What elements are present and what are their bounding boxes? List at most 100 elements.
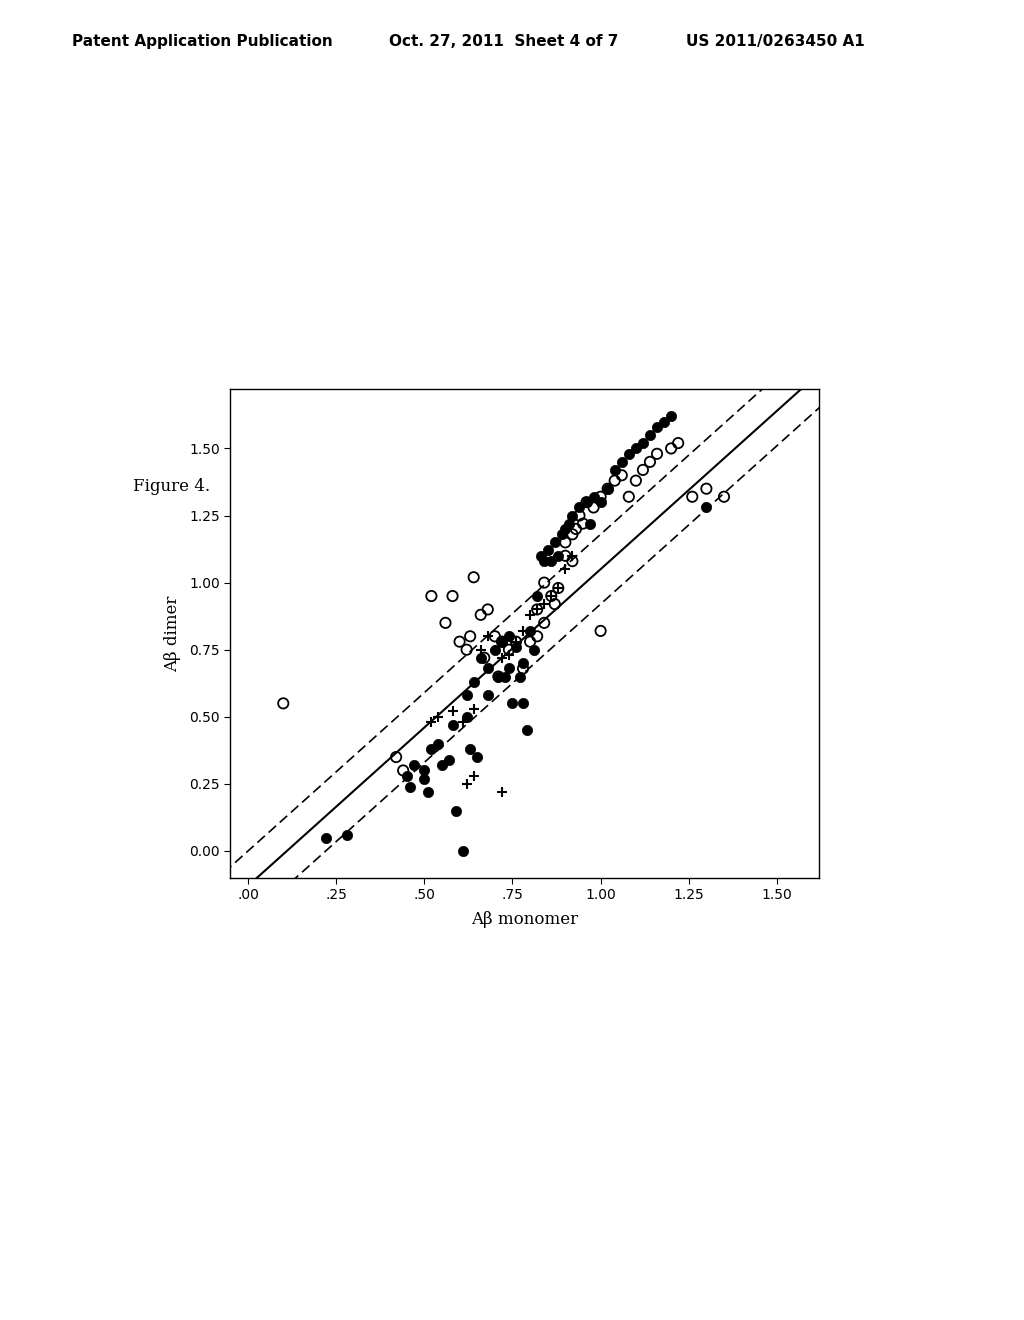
Point bbox=[606, 470, 623, 491]
Point bbox=[529, 599, 546, 620]
Point bbox=[444, 714, 461, 735]
Point bbox=[536, 550, 552, 572]
Point bbox=[649, 416, 666, 437]
Point bbox=[550, 545, 566, 566]
Point bbox=[536, 612, 552, 634]
Point bbox=[437, 612, 454, 634]
Point bbox=[543, 586, 559, 607]
Point bbox=[466, 698, 482, 719]
Point bbox=[635, 433, 651, 454]
Point bbox=[469, 747, 485, 768]
Point bbox=[564, 550, 581, 572]
Point bbox=[498, 667, 514, 688]
Point bbox=[494, 647, 510, 668]
Point bbox=[434, 755, 451, 776]
Point bbox=[515, 652, 531, 673]
Point bbox=[543, 550, 559, 572]
Point bbox=[501, 657, 517, 678]
Point bbox=[536, 594, 552, 615]
Point bbox=[462, 738, 478, 759]
Point bbox=[398, 766, 415, 787]
Point bbox=[529, 626, 546, 647]
Point bbox=[606, 459, 623, 480]
Point bbox=[440, 750, 457, 771]
Point bbox=[479, 599, 496, 620]
Text: US 2011/0263450 A1: US 2011/0263450 A1 bbox=[686, 34, 865, 49]
Point bbox=[564, 545, 581, 566]
Point bbox=[508, 631, 524, 652]
Point bbox=[529, 599, 546, 620]
Y-axis label: Aβ dimer: Aβ dimer bbox=[164, 595, 181, 672]
Text: Patent Application Publication: Patent Application Publication bbox=[72, 34, 333, 49]
Text: Figure 4.: Figure 4. bbox=[133, 478, 210, 495]
Point bbox=[525, 639, 542, 660]
Point bbox=[515, 620, 531, 642]
Point bbox=[406, 755, 422, 776]
Point bbox=[557, 558, 573, 579]
Point bbox=[586, 496, 602, 517]
Point bbox=[444, 586, 461, 607]
Point bbox=[459, 774, 475, 795]
Point bbox=[628, 438, 644, 459]
Point bbox=[532, 545, 549, 566]
Point bbox=[564, 506, 581, 527]
Point bbox=[275, 693, 292, 714]
Point bbox=[561, 513, 578, 535]
Point bbox=[716, 486, 732, 507]
Point bbox=[593, 491, 609, 512]
Point bbox=[522, 631, 539, 652]
Point bbox=[508, 631, 524, 652]
Point bbox=[494, 781, 510, 803]
Point bbox=[599, 478, 615, 499]
Point bbox=[430, 706, 446, 727]
Point bbox=[317, 828, 334, 849]
Point bbox=[490, 667, 507, 688]
Point bbox=[444, 701, 461, 722]
Point bbox=[574, 513, 591, 535]
Point bbox=[684, 486, 700, 507]
Point bbox=[599, 478, 615, 499]
Point bbox=[423, 738, 439, 759]
Point bbox=[479, 685, 496, 706]
Point bbox=[593, 486, 609, 507]
Point bbox=[486, 639, 503, 660]
Point bbox=[455, 711, 471, 733]
Point bbox=[642, 451, 658, 473]
Point bbox=[550, 577, 566, 598]
Point bbox=[518, 719, 535, 741]
Point bbox=[621, 444, 637, 465]
Point bbox=[564, 524, 581, 545]
Point bbox=[462, 626, 478, 647]
Point bbox=[479, 626, 496, 647]
Point bbox=[550, 577, 566, 598]
Point bbox=[455, 841, 471, 862]
Point bbox=[557, 532, 573, 553]
Point bbox=[613, 465, 630, 486]
Point bbox=[557, 545, 573, 566]
Point bbox=[447, 800, 464, 821]
Point bbox=[466, 672, 482, 693]
Point bbox=[472, 639, 488, 660]
Point bbox=[621, 486, 637, 507]
Point bbox=[416, 760, 432, 781]
Point bbox=[698, 478, 715, 499]
Point bbox=[501, 639, 517, 660]
Point bbox=[635, 459, 651, 480]
Point bbox=[522, 605, 539, 626]
Point bbox=[494, 631, 510, 652]
Point bbox=[395, 760, 412, 781]
Point bbox=[494, 631, 510, 652]
Point bbox=[582, 513, 598, 535]
Point bbox=[459, 639, 475, 660]
Point bbox=[663, 438, 679, 459]
Point bbox=[339, 824, 355, 845]
Point bbox=[508, 636, 524, 657]
Point bbox=[416, 768, 432, 789]
Point bbox=[567, 519, 584, 540]
X-axis label: Aβ monomer: Aβ monomer bbox=[471, 911, 579, 928]
Point bbox=[486, 626, 503, 647]
Point bbox=[571, 496, 588, 517]
Point bbox=[466, 566, 482, 587]
Point bbox=[479, 657, 496, 678]
Point bbox=[388, 747, 404, 768]
